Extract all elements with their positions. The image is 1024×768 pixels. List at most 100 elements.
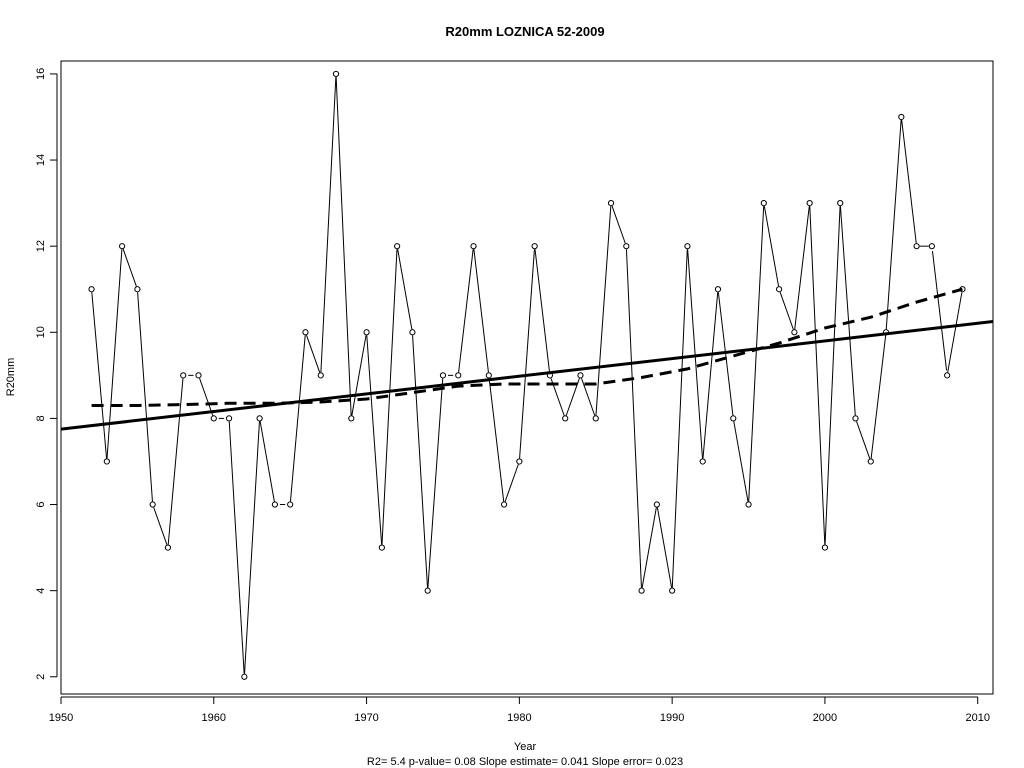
observed-line-segment: [534, 249, 551, 373]
data-point: [241, 673, 248, 680]
data-point: [837, 200, 844, 207]
data-point: [317, 372, 324, 379]
observed-line-segment: [412, 335, 429, 588]
x-tick-label: 2000: [813, 712, 837, 724]
observed-line-segment: [870, 335, 887, 459]
data-point: [302, 329, 309, 336]
data-point: [607, 200, 615, 207]
observed-line-segment: [641, 507, 657, 588]
observed-line-segment: [106, 249, 123, 459]
observed-line-segment: [397, 249, 413, 330]
data-point: [821, 544, 829, 551]
linear-trend-line: [61, 320, 993, 431]
observed-line-segment: [702, 292, 719, 459]
data-point: [669, 587, 676, 594]
observed-line-segment: [427, 378, 444, 588]
y-axis: 2 4 6 8 10 12 14 16: [35, 68, 58, 680]
plot-area: [61, 70, 993, 680]
observed-line-segment: [488, 378, 505, 502]
data-point: [944, 372, 951, 379]
y-tick-label: 16: [35, 68, 47, 80]
observed-line-segment: [504, 464, 519, 502]
observed-line-segment: [458, 249, 474, 373]
data-point: [378, 544, 385, 551]
plot-frame: [60, 60, 994, 695]
observed-line-segment: [595, 206, 612, 416]
x-tick-label: 1980: [507, 712, 531, 724]
data-point: [164, 544, 172, 551]
observed-line-segment: [351, 335, 367, 416]
observed-line-segment: [625, 249, 642, 588]
observed-line-segment: [885, 120, 902, 330]
data-point: [470, 243, 477, 250]
x-axis-label: Year: [514, 741, 537, 753]
data-point: [638, 587, 645, 594]
x-tick-label: 2010: [965, 712, 989, 724]
observed-line-segment: [748, 206, 765, 502]
data-point: [439, 372, 447, 379]
observed-line-segment: [320, 76, 337, 373]
y-axis-label: R20mm: [5, 358, 17, 397]
data-point: [195, 372, 202, 379]
data-point: [791, 329, 798, 336]
data-point: [424, 587, 431, 594]
data-point: [225, 415, 233, 422]
y-tick-label: 6: [35, 501, 47, 507]
data-point: [409, 329, 416, 336]
observed-line-segment: [733, 421, 749, 502]
data-point: [394, 243, 401, 250]
data-point: [684, 243, 691, 250]
data-point: [332, 70, 340, 78]
x-axis: 1950 1960 1970 1980 1990 2000 2010: [49, 696, 990, 724]
observed-line-segment: [91, 292, 108, 459]
observed-line-segment: [259, 421, 275, 502]
y-tick-label: 12: [35, 240, 47, 252]
observed-line-segment: [122, 248, 137, 287]
y-tick-label: 8: [35, 415, 47, 421]
x-tick-label: 1970: [354, 712, 378, 724]
data-point: [592, 415, 599, 422]
observed-line-segment: [137, 292, 153, 502]
observed-line-segment: [306, 335, 321, 373]
x-tick-label: 1990: [660, 712, 684, 724]
observed-line-segment: [289, 335, 306, 502]
y-tick-label: 14: [35, 154, 47, 166]
data-point: [562, 415, 569, 422]
data-point: [775, 286, 783, 293]
data-point: [852, 415, 859, 422]
x-tick-label: 1950: [49, 712, 73, 724]
data-point: [180, 372, 187, 379]
data-point: [103, 458, 110, 465]
observed-line-segment: [581, 378, 596, 416]
data-point: [119, 243, 126, 250]
data-point: [653, 501, 660, 508]
data-point: [867, 458, 874, 465]
observed-line-segment: [167, 378, 184, 545]
observed-line-segment: [763, 206, 780, 287]
data-point: [455, 372, 462, 379]
data-point: [485, 372, 492, 379]
data-point: [898, 113, 905, 121]
data-point: [760, 200, 767, 207]
data-point: [623, 243, 630, 250]
x-tick-label: 1960: [202, 712, 226, 724]
observed-line-segment: [779, 291, 794, 330]
observed-line-segment: [947, 292, 963, 373]
y-tick-label: 10: [35, 326, 47, 338]
data-point: [500, 501, 508, 508]
observed-line-segment: [366, 335, 383, 545]
observed-line-segment: [824, 206, 841, 545]
data-point: [531, 243, 538, 250]
observed-line-segment: [671, 249, 688, 588]
data-point: [363, 329, 370, 336]
data-point: [134, 286, 141, 293]
observed-line-segment: [901, 119, 917, 244]
data-point: [730, 415, 737, 422]
data-point: [913, 243, 920, 250]
data-point: [806, 200, 813, 207]
observed-line-segment: [244, 421, 260, 674]
observed-line-segment: [611, 205, 626, 244]
data-point: [256, 415, 263, 422]
data-point: [348, 415, 355, 422]
